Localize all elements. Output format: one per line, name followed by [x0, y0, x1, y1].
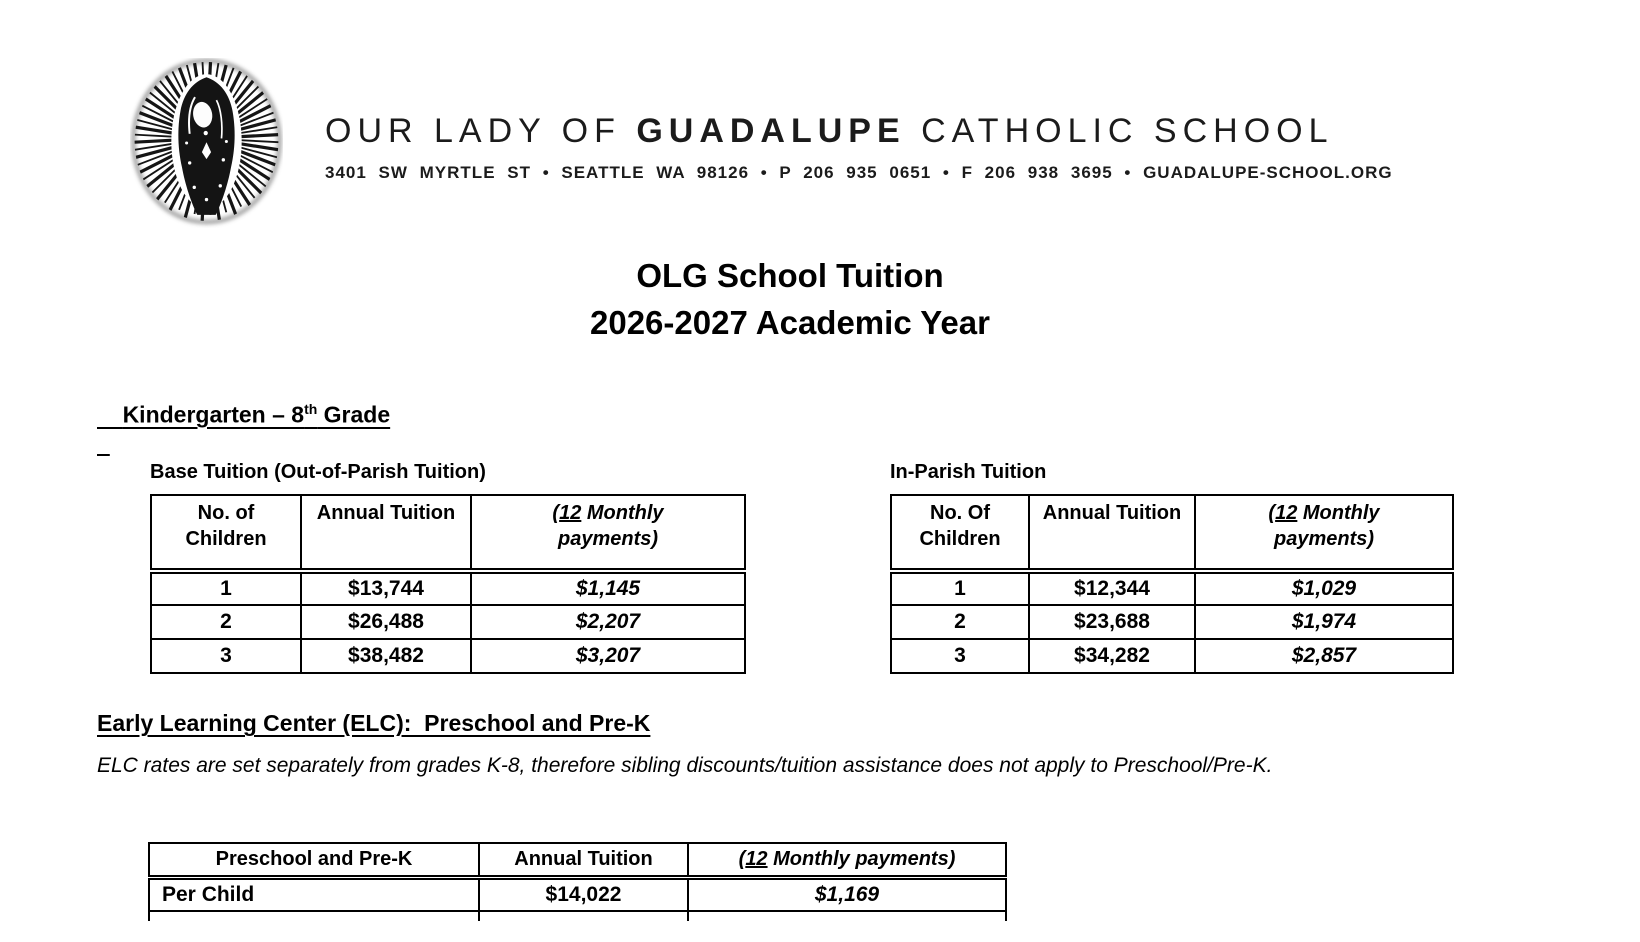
col-header-annual-tuition: Annual Tuition	[478, 842, 689, 880]
school-address-contact-line: 3401 SW MYRTLE ST • SEATTLE WA 98126 • P…	[325, 163, 1393, 182]
cell-monthly-payment: $2,207	[470, 604, 746, 640]
cell-children-count: 1	[890, 570, 1030, 606]
ordinal-superscript: th	[304, 401, 318, 417]
cell-monthly-payment: $1,169	[687, 876, 1007, 912]
col-header-annual-tuition: Annual Tuition	[300, 494, 472, 574]
col-header-monthly-payments: (12 Monthly payments)	[470, 494, 746, 574]
document-title: OLG School Tuition 2026-2027 Academic Ye…	[0, 252, 1580, 346]
cell-annual-tuition: $34,282	[1028, 638, 1196, 674]
col-header-children: No. Of Children	[890, 494, 1030, 574]
cell-annual-tuition: $23,688	[1028, 604, 1196, 640]
elc-tuition-section: Preschool and Pre-K Annual Tuition (12 M…	[148, 842, 1007, 921]
school-logo	[130, 58, 283, 228]
school-name-suffix: CATHOLIC SCHOOL	[905, 112, 1334, 150]
cell-annual-tuition: $14,022	[478, 876, 689, 912]
col-header-monthly-payments: (12 Monthly payments)	[1194, 494, 1454, 574]
cell-children-count: 3	[890, 638, 1030, 674]
cell-children-count: 3	[150, 638, 302, 674]
col-header-annual-tuition: Annual Tuition	[1028, 494, 1196, 574]
cell-children-count: 2	[890, 604, 1030, 640]
tuition-row: 2 $23,688 $1,974	[890, 604, 1454, 640]
clipped-next-row	[148, 910, 1007, 921]
cell-per-child-label: Per Child	[148, 876, 480, 912]
tuition-row: 1 $12,344 $1,029	[890, 570, 1454, 606]
school-name-emphasis: GUADALUPE	[636, 112, 906, 150]
cell-monthly-payment: $2,857	[1194, 638, 1454, 674]
base-tuition-caption: Base Tuition (Out-of-Parish Tuition)	[150, 461, 486, 483]
tuition-row: 3 $34,282 $2,857	[890, 638, 1454, 674]
col-header-preschool-prek: Preschool and Pre-K	[148, 842, 480, 880]
k8-section-heading: Kindergarten – 8th Grade	[122, 401, 391, 428]
cell-annual-tuition: $26,488	[300, 604, 472, 640]
school-name-prefix: OUR LADY OF	[325, 112, 637, 150]
cell-monthly-payment: $1,974	[1194, 604, 1454, 640]
header-row: No. of Children Annual Tuition (12 Month…	[150, 494, 746, 574]
elc-section-heading: Early Learning Center (ELC): Preschool a…	[97, 710, 651, 736]
praying-hands	[201, 142, 212, 160]
cell-annual-tuition: $13,744	[300, 570, 472, 606]
base-tuition-table: No. of Children Annual Tuition (12 Month…	[150, 494, 746, 674]
elc-tuition-table: Preschool and Pre-K Annual Tuition (12 M…	[148, 842, 1007, 921]
in-parish-tuition-caption: In-Parish Tuition	[890, 461, 1047, 483]
tuition-row: 1 $13,744 $1,145	[150, 570, 746, 606]
header-row: No. Of Children Annual Tuition (12 Month…	[890, 494, 1454, 574]
col-header-children: No. of Children	[150, 494, 302, 574]
cell-annual-tuition: $12,344	[1028, 570, 1196, 606]
in-parish-tuition-table: No. Of Children Annual Tuition (12 Month…	[890, 494, 1454, 674]
cloak-stars	[185, 139, 228, 202]
elc-note-paragraph: ELC rates are set separately from grades…	[97, 754, 1273, 777]
col-header-monthly-payments: (12 Monthly payments)	[687, 842, 1007, 880]
cell-children-count: 2	[150, 604, 302, 640]
tuition-row: Per Child $14,022 $1,169	[148, 876, 1007, 912]
cell-monthly-payment: $3,207	[470, 638, 746, 674]
base-tuition-section: Base Tuition (Out-of-Parish Tuition) No.…	[150, 460, 746, 674]
document-title-line2: 2026-2027 Academic Year	[590, 304, 990, 341]
document-title-line1: OLG School Tuition	[636, 257, 944, 294]
cell-monthly-payment: $1,145	[470, 570, 746, 606]
tuition-row: 2 $26,488 $2,207	[150, 604, 746, 640]
cell-annual-tuition: $38,482	[300, 638, 472, 674]
in-parish-tuition-section: In-Parish Tuition No. Of Children Annual…	[890, 460, 1454, 674]
school-name: OUR LADY OF GUADALUPE CATHOLIC SCHOOL	[325, 112, 1334, 151]
cell-monthly-payment: $1,029	[1194, 570, 1454, 606]
tuition-row: 3 $38,482 $3,207	[150, 638, 746, 674]
header-row: Preschool and Pre-K Annual Tuition (12 M…	[148, 842, 1007, 880]
cell-children-count: 1	[150, 570, 302, 606]
virgin-mary-guadalupe-icon	[131, 58, 282, 225]
